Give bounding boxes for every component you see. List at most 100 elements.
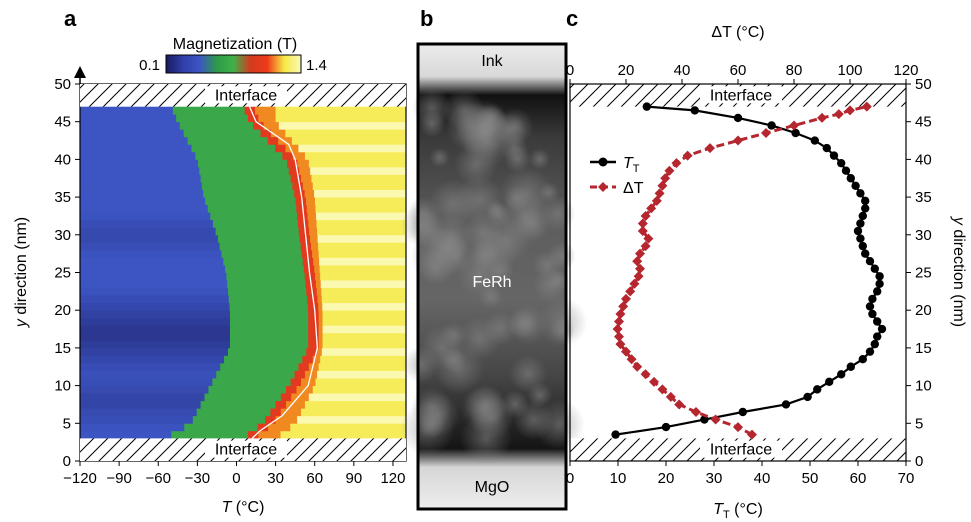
right-y-tick-label: 0 xyxy=(915,453,923,470)
heatmap-cell xyxy=(80,121,181,130)
data-point-dt xyxy=(833,109,844,120)
heatmap-cell xyxy=(80,393,205,402)
colorbar: Magnetization (T) 0.1 1.4 xyxy=(139,36,327,74)
heatmap-cell xyxy=(263,121,280,130)
heatmap-cell xyxy=(308,325,320,334)
heatmap-cell xyxy=(229,302,309,311)
tem-grain xyxy=(428,179,478,228)
x-tick-label: 30 xyxy=(267,470,284,487)
heatmap-cell xyxy=(318,332,323,341)
panel-a-ylabel: y direction (nm) xyxy=(13,217,30,328)
heatmap-cell xyxy=(80,219,214,228)
x-tick-label: 10 xyxy=(610,470,627,487)
heatmap-cell xyxy=(319,257,406,266)
tem-grain xyxy=(455,98,511,154)
heatmap-cell xyxy=(176,114,249,123)
interface-label: Interface xyxy=(215,87,277,104)
heatmap-cell xyxy=(321,347,406,356)
data-point-dt xyxy=(633,271,644,282)
y-tick-label: 0 xyxy=(63,453,71,470)
heatmap-cell xyxy=(300,242,312,251)
data-point-dt xyxy=(691,406,701,417)
heatmap-cell xyxy=(299,166,311,175)
heatmap-cell xyxy=(267,136,279,145)
x-tick-label: −30 xyxy=(185,470,210,487)
data-point-dt xyxy=(845,105,855,116)
data-point-tt xyxy=(861,204,870,213)
heatmap-cell xyxy=(312,385,406,394)
y-tick-label: 40 xyxy=(54,151,71,168)
layer-label-ink: Ink xyxy=(481,53,503,70)
heatmap-cell xyxy=(80,302,230,311)
heatmap-cell xyxy=(321,295,406,304)
right-y-tick-label: 35 xyxy=(915,189,932,206)
data-point-dt xyxy=(625,286,636,297)
heatmap-cell xyxy=(304,400,406,409)
heatmap-cell xyxy=(229,310,309,319)
heatmap-cell xyxy=(171,430,249,439)
panel-label-a: a xyxy=(64,6,77,31)
data-point-dt xyxy=(621,293,631,304)
data-point-dt xyxy=(618,301,629,312)
heatmap-cell xyxy=(204,393,282,402)
tem-grain xyxy=(418,110,446,138)
heatmap-cell xyxy=(322,325,406,334)
top-x-tick-label: 120 xyxy=(893,62,918,79)
tem-grain xyxy=(528,148,551,170)
heatmap-cell xyxy=(80,332,231,341)
heatmap-cell xyxy=(315,280,322,288)
panel-a-y-arrow-icon xyxy=(74,66,86,84)
heatmap-cell xyxy=(80,362,221,371)
heatmap-cell xyxy=(308,340,320,349)
tem-grain xyxy=(460,385,507,432)
y-tick-label: 15 xyxy=(54,340,71,357)
heatmap-cell xyxy=(298,227,310,236)
heatmap-cell xyxy=(285,129,406,138)
heatmap-cell xyxy=(80,325,231,334)
heatmap-cell xyxy=(80,317,231,326)
heatmap-cell xyxy=(297,219,309,228)
heatmap-cell xyxy=(318,242,406,251)
heatmap-cell xyxy=(213,219,299,228)
heatmap-cell xyxy=(309,227,318,236)
heatmap-cell xyxy=(297,415,406,424)
heatmap-cell xyxy=(80,370,217,379)
heatmap-cell xyxy=(80,189,204,198)
heatmap-cell xyxy=(80,280,228,288)
tem-grain xyxy=(547,269,569,291)
heatmap-cell xyxy=(212,378,291,386)
heatmap-cell xyxy=(80,423,185,432)
data-point-tt xyxy=(829,151,839,160)
top-x-tick-label: 0 xyxy=(566,62,574,79)
data-point-tt xyxy=(767,121,776,130)
heatmap-cell xyxy=(318,362,406,371)
data-point-dt xyxy=(621,346,631,357)
data-point-tt xyxy=(846,362,855,371)
heatmap-cell xyxy=(310,166,406,175)
x-tick-label: 60 xyxy=(850,470,867,487)
heatmap-cell xyxy=(312,249,320,258)
heatmap-cell xyxy=(270,408,282,417)
tem-grain xyxy=(403,346,440,383)
data-point-tt xyxy=(837,370,846,379)
heatmap-cell xyxy=(80,400,202,409)
heatmap-cell xyxy=(247,114,259,123)
data-point-tt xyxy=(865,256,875,266)
data-point-tt xyxy=(738,407,747,417)
heatmap-cell xyxy=(257,423,269,432)
data-point-dt xyxy=(705,143,715,154)
heatmap-cell xyxy=(80,340,231,349)
panel-c-plot-area: Interface Interface xyxy=(570,84,906,461)
data-point-tt xyxy=(690,106,699,115)
x-tick-label: 50 xyxy=(802,470,819,487)
data-point-tt xyxy=(858,211,867,221)
heatmap-cell xyxy=(291,136,406,145)
heatmap-cell xyxy=(225,264,305,273)
heatmap-cell xyxy=(229,325,309,334)
data-point-tt xyxy=(822,143,831,153)
y-tick-label: 35 xyxy=(54,189,71,206)
interface-label-bg xyxy=(700,440,782,458)
heatmap-cell xyxy=(260,129,272,138)
data-point-dt xyxy=(733,135,743,146)
